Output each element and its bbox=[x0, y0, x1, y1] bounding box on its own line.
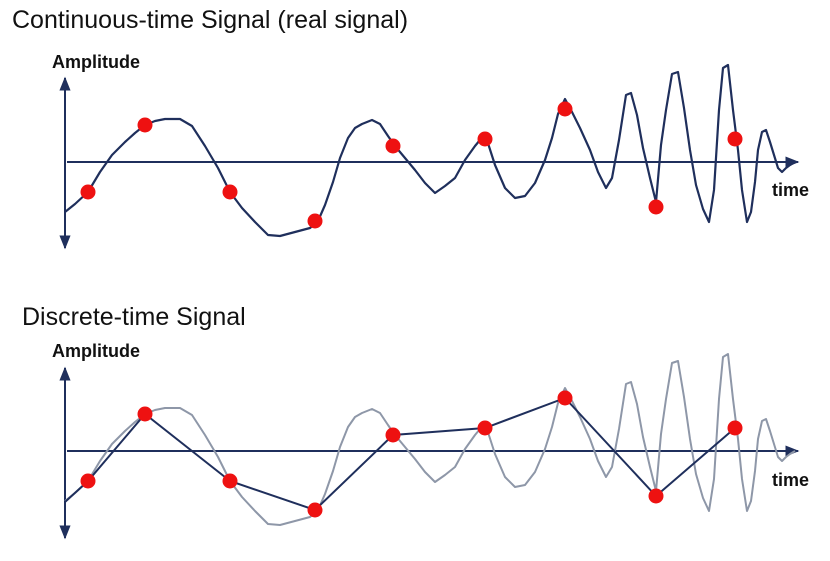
discrete-sample-links bbox=[64, 396, 736, 512]
discrete-panel: Amplitude time bbox=[52, 341, 809, 540]
top-sample-point-4 bbox=[307, 213, 323, 229]
bottom-sample-point-9 bbox=[727, 420, 743, 436]
top-sample-point-7 bbox=[557, 101, 573, 117]
continuous-signal-title: Continuous-time Signal (real signal) bbox=[12, 6, 409, 34]
bottom-sample-point-7 bbox=[557, 390, 573, 406]
bottom-amplitude-label: Amplitude bbox=[52, 341, 140, 361]
continuous-signal-curve bbox=[64, 63, 796, 238]
bottom-sample-point-8 bbox=[648, 488, 664, 504]
top-sample-point-1 bbox=[80, 184, 96, 200]
bottom-sample-point-3 bbox=[222, 473, 238, 489]
ghost-continuous-signal bbox=[64, 353, 796, 526]
top-sample-point-6 bbox=[477, 131, 493, 147]
top-sample-points bbox=[80, 101, 743, 229]
top-sample-point-5 bbox=[385, 138, 401, 154]
top-amplitude-label: Amplitude bbox=[52, 52, 140, 72]
bottom-sample-point-1 bbox=[80, 473, 96, 489]
bottom-sample-points bbox=[80, 390, 743, 518]
top-sample-point-9 bbox=[727, 131, 743, 147]
bottom-sample-point-4 bbox=[307, 502, 323, 518]
top-time-label: time bbox=[772, 180, 809, 200]
bottom-sample-point-6 bbox=[477, 420, 493, 436]
top-sample-point-3 bbox=[222, 184, 238, 200]
discrete-signal-title: Discrete-time Signal bbox=[22, 303, 246, 331]
top-sample-point-2 bbox=[137, 117, 153, 133]
bottom-sample-point-2 bbox=[137, 406, 153, 422]
bottom-sample-point-5 bbox=[385, 427, 401, 443]
top-sample-point-8 bbox=[648, 199, 664, 215]
continuous-panel: Amplitude time bbox=[52, 52, 809, 250]
bottom-time-label: time bbox=[772, 470, 809, 490]
